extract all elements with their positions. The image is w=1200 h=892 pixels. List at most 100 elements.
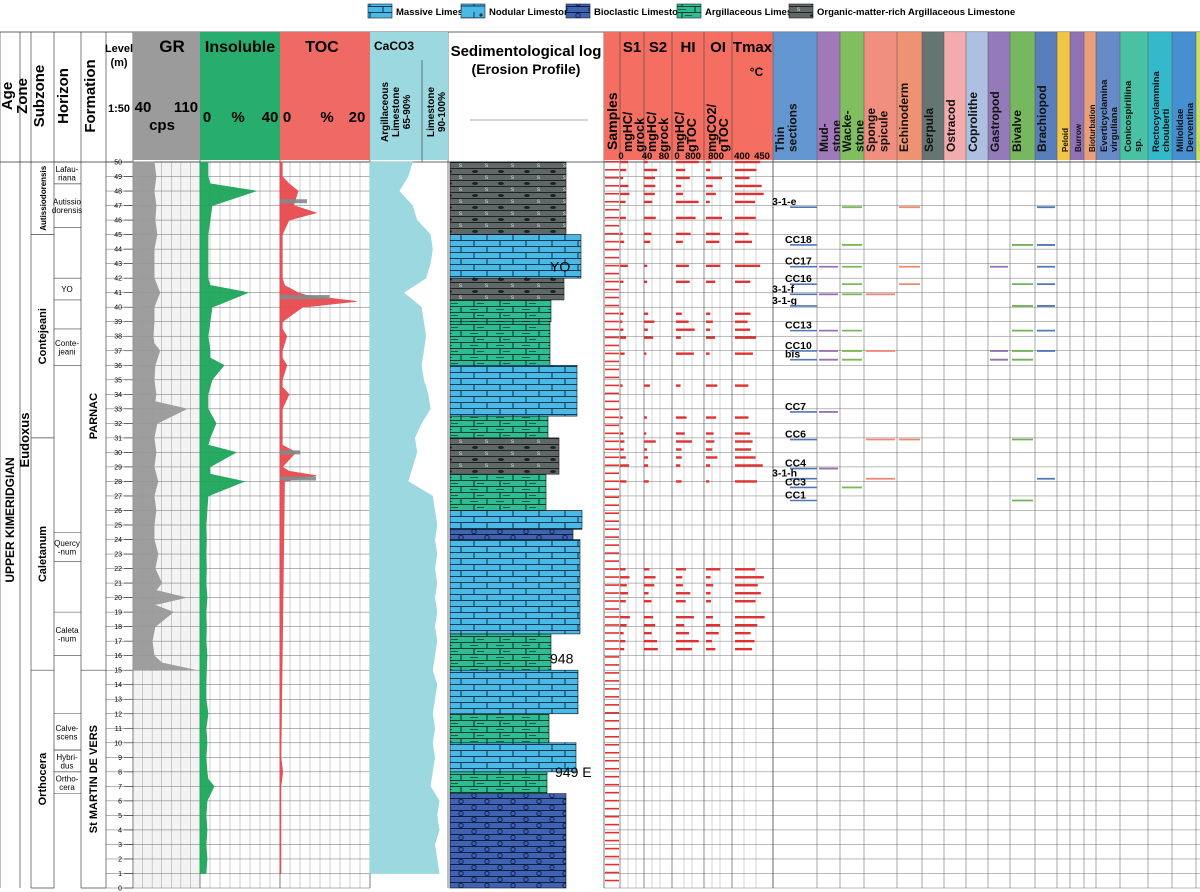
legend-label: Massive Limestone <box>396 7 483 18</box>
sample-mark <box>605 192 619 195</box>
thin-section-label: CC17 <box>785 256 812 268</box>
s1-bar <box>620 232 623 236</box>
lithology-bed-massive <box>449 510 583 530</box>
s2-bar <box>644 456 649 459</box>
level-tick-label: 24 <box>114 537 122 544</box>
hi-bar <box>676 631 690 635</box>
hi-bar <box>676 200 699 204</box>
legend-label: Organic-matter-rich Argillaceous Limesto… <box>817 7 1015 18</box>
s2-bar <box>644 416 647 419</box>
sample-mark <box>605 552 619 554</box>
oi-bar <box>706 416 717 419</box>
horizon-label: Conte- <box>55 339 79 348</box>
sample-mark <box>605 688 619 690</box>
sample-mark <box>605 376 619 379</box>
oi-bar <box>706 328 711 331</box>
sample-mark <box>605 672 619 674</box>
lithology-legend: Massive Limestone Nodular Limestone Biocla… <box>367 3 1015 19</box>
lithology-bed-argillaceous <box>449 473 547 511</box>
sample-mark <box>605 664 619 666</box>
fossil-header-label: virguliana <box>1109 106 1120 152</box>
s2-bar <box>644 600 652 603</box>
level-tick-label: 37 <box>114 348 122 355</box>
caco3-subheader-argillaceous: Limestone <box>391 87 402 137</box>
sample-mark <box>605 879 619 882</box>
insoluble-unit: % <box>231 109 244 126</box>
rockeval-axis-label: 80 <box>659 151 670 162</box>
rockeval-header: S1 <box>623 39 641 56</box>
s2-bar <box>644 448 647 451</box>
rockeval-header: S2 <box>649 39 667 56</box>
fossil-header-bg <box>1196 32 1200 160</box>
thin-section-label: 3-1-g <box>772 295 797 307</box>
oi-bar <box>706 312 711 315</box>
level-tick-label: 32 <box>114 421 122 428</box>
sample-mark <box>605 656 619 658</box>
s1-bar <box>620 631 624 635</box>
sample-mark <box>605 176 619 179</box>
lithology-bed-argillaceous <box>449 771 548 794</box>
sedimentological-log: YO 948 949 E <box>449 161 592 889</box>
lithology-bed-organic <box>449 161 567 235</box>
hi-bar <box>676 176 690 180</box>
fossil-header-label: Ostracod <box>944 99 958 152</box>
sample-mark <box>605 696 619 698</box>
sample-mark <box>605 320 619 323</box>
sample-mark <box>605 496 619 499</box>
sample-mark <box>605 783 619 786</box>
rockeval-axis-label: 0 <box>618 151 623 162</box>
s2-bar <box>644 639 658 643</box>
rockeval-unit: mgHC/ <box>645 111 659 152</box>
s2-bar <box>644 280 648 283</box>
fossil-header-bg <box>773 32 817 160</box>
level-tick-label: 1 <box>118 871 122 878</box>
thin-section-label: CC18 <box>785 234 812 246</box>
s1-bar <box>620 623 627 627</box>
thin-section-label: CC10 <box>785 340 812 352</box>
oi-bar <box>706 584 714 587</box>
rockeval-axis-label: 800 <box>685 151 701 162</box>
tmax-bar <box>735 464 763 467</box>
hi-bar <box>676 432 685 435</box>
sample-mark <box>605 424 619 427</box>
oi-bar <box>706 336 716 339</box>
tmax-bar <box>735 568 756 571</box>
caco3-title: CaCO3 <box>374 39 414 53</box>
legend-swatch-bioclastic <box>565 3 591 19</box>
horizon-label: Caleta <box>55 626 79 635</box>
fossil-header-bg <box>1096 32 1120 160</box>
sample-mark <box>605 520 619 522</box>
fossil-header-label: Rectocyclammina <box>1151 70 1162 152</box>
insoluble-tick-max: 40 <box>262 109 279 126</box>
s1-bar <box>620 616 630 619</box>
header-rotated: Zone <box>14 78 31 114</box>
thin-section-label: CC4 <box>785 458 806 470</box>
sample-mark <box>605 344 619 347</box>
hi-bar <box>676 456 682 459</box>
toc-grey-band <box>280 199 307 204</box>
fossil-header-bg <box>1010 32 1035 160</box>
sample-mark <box>605 384 619 387</box>
sample-mark <box>605 648 619 650</box>
horizon-label: cera <box>59 783 75 792</box>
rockeval-unit: gTOC <box>685 118 699 152</box>
s2-bar <box>644 200 653 204</box>
level-tick-label: 50 <box>114 160 122 167</box>
header-rotated: Formation <box>82 59 99 132</box>
toc-tick-min: 0 <box>283 109 291 126</box>
horizon-label: Lafau- <box>56 165 79 174</box>
formation-label: St MARTIN DE VERS <box>88 725 100 833</box>
sample-mark <box>605 576 619 578</box>
tmax-bar <box>735 647 753 651</box>
log-annotation: YO <box>550 259 570 275</box>
fossil-header-label: Mud- <box>817 123 831 152</box>
samples-header: Samples <box>604 92 620 150</box>
oi-bar <box>706 176 723 180</box>
tmax-bar <box>735 432 751 435</box>
legend-label: Argillaceous Limestone <box>705 7 812 18</box>
log-title: Sedimentological log <box>451 43 602 60</box>
sample-mark <box>605 368 619 371</box>
level-tick-label: 2 <box>118 856 122 863</box>
level-tick-label: 23 <box>114 552 122 559</box>
